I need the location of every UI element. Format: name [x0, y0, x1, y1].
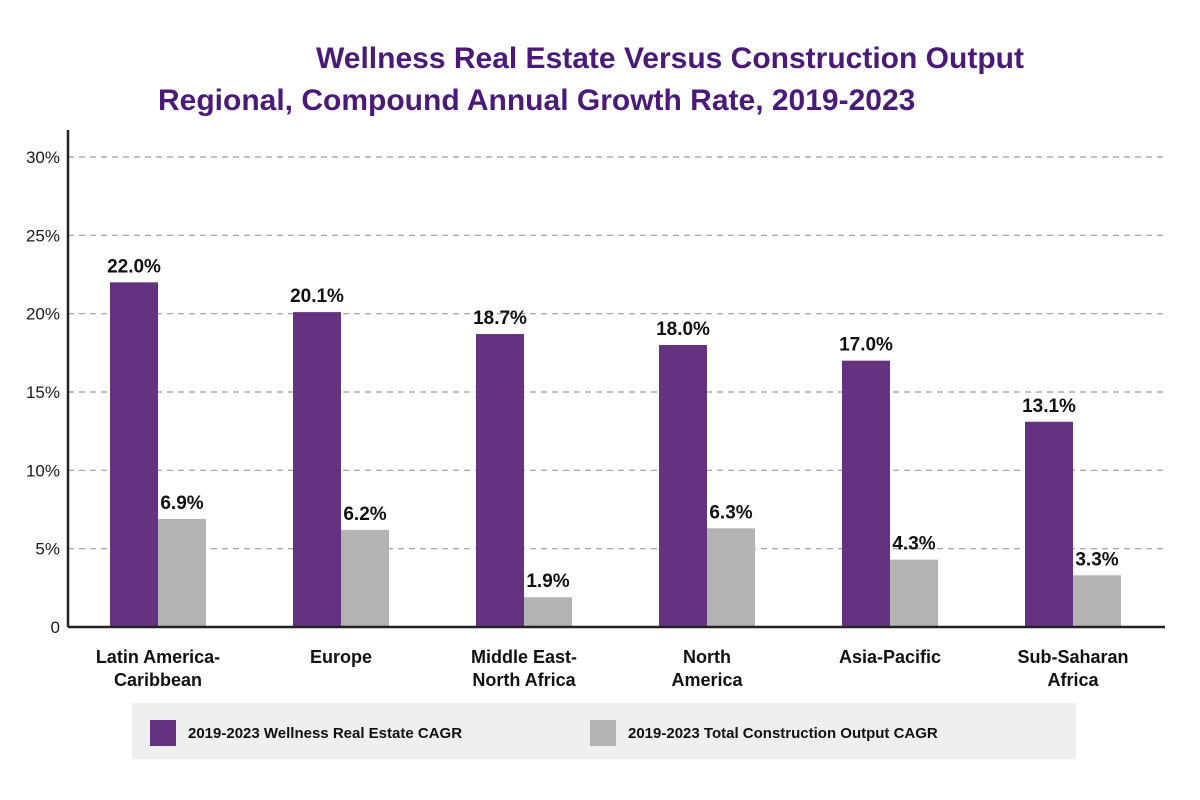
legend-label-wellness: 2019-2023 Wellness Real Estate CAGR: [188, 724, 463, 742]
x-category-label: Middle East-: [471, 647, 577, 667]
x-category-label: Caribbean: [114, 670, 202, 690]
chart-title: Wellness Real Estate Versus Construction…: [316, 42, 1024, 75]
data-label: 6.3%: [709, 502, 752, 523]
data-label: 18.0%: [656, 319, 710, 340]
x-category-label: America: [671, 670, 743, 690]
x-category-label: Latin America-: [96, 647, 220, 667]
chart-subtitle: Regional, Compound Annual Growth Rate, 2…: [158, 84, 916, 117]
bar-construction: [524, 597, 572, 627]
y-tick-label: 30%: [26, 148, 60, 167]
data-label: 13.1%: [1022, 396, 1076, 417]
y-tick-label: 15%: [26, 383, 60, 402]
bar-wellness: [476, 334, 524, 627]
y-tick-label: 10%: [26, 461, 60, 480]
y-tick-label: 25%: [26, 226, 60, 245]
legend-label-construction: 2019-2023 Total Construction Output CAGR: [628, 724, 938, 742]
data-label: 4.3%: [892, 534, 935, 555]
x-category-label: Europe: [310, 647, 372, 667]
legend-swatch-construction: [590, 720, 616, 746]
bar-construction: [707, 528, 755, 627]
bars: [110, 282, 1121, 627]
x-category-label: North: [683, 647, 731, 667]
gridlines: [68, 156, 1165, 550]
bar-construction: [341, 529, 389, 627]
data-label: 22.0%: [107, 256, 161, 277]
data-label: 17.0%: [839, 335, 893, 356]
y-axis-ticks: 0 5% 10% 15% 20% 25% 30%: [26, 148, 60, 637]
bar-wellness: [1025, 421, 1073, 627]
legend: 2019-2023 Wellness Real Estate CAGR 2019…: [132, 703, 1076, 759]
bar-wellness: [293, 312, 341, 627]
bar-wellness: [110, 282, 158, 627]
data-label: 3.3%: [1075, 549, 1118, 570]
data-label: 6.2%: [343, 504, 386, 525]
y-tick-label: 0: [51, 618, 60, 637]
bar-wellness: [842, 360, 890, 627]
data-label: 18.7%: [473, 308, 527, 329]
x-axis-categories: Latin America- Caribbean Europe Middle East…: [96, 647, 1129, 690]
y-tick-label: 20%: [26, 305, 60, 324]
bar-construction: [1073, 575, 1121, 627]
x-category-label: Asia-Pacific: [839, 647, 941, 667]
bar-construction: [890, 559, 938, 627]
data-label: 20.1%: [290, 286, 344, 307]
x-category-label: Sub-Saharan: [1017, 647, 1128, 667]
legend-item-wellness: 2019-2023 Wellness Real Estate CAGR: [150, 720, 462, 746]
value-labels: 22.0% 6.9% 20.1% 6.2% 18.7% 1.9% 18.0% 6.3% 17.0…: [107, 256, 1119, 592]
bar-wellness: [659, 345, 707, 627]
legend-item-construction: 2019-2023 Total Construction Output CAGR: [590, 720, 938, 746]
data-label: 1.9%: [526, 571, 569, 592]
x-category-label: Africa: [1047, 670, 1099, 690]
data-label: 6.9%: [160, 493, 203, 514]
bar-construction: [158, 518, 206, 627]
x-category-label: North Africa: [472, 670, 576, 690]
y-tick-label: 5%: [35, 540, 60, 559]
legend-swatch-wellness: [150, 720, 176, 746]
